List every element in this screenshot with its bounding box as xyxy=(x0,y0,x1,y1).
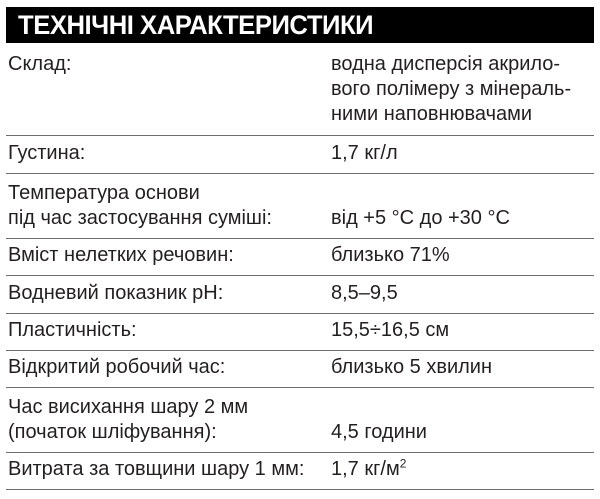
table-row: Час висихання шару 2 мм (початок шліфува… xyxy=(6,388,594,453)
row-label: Склад: xyxy=(8,53,72,75)
table-row: Пластичність: 15,5÷16,5 см xyxy=(6,314,594,351)
row-value: близько 5 хвилин xyxy=(331,356,493,378)
table-row: Температура основи під час застосування … xyxy=(6,174,594,239)
row-label: Час висихання шару 2 мм (початок шліфува… xyxy=(8,396,249,443)
row-value: від +5 °C до +30 °C xyxy=(331,207,510,229)
row-value: близько 71% xyxy=(331,244,450,266)
row-label: Температура основи під час застосування … xyxy=(8,182,272,229)
row-value: 1,7 кг/м2 xyxy=(331,457,406,482)
table-row: Вміст нелетких речовин: близько 71% xyxy=(6,239,594,276)
row-label: Пластичність: xyxy=(8,319,137,341)
row-value: 8,5–9,5 xyxy=(331,282,398,304)
table-row: Відкритий робочий час: близько 5 хвилин xyxy=(6,351,594,388)
row-label: Відкритий робочий час: xyxy=(8,356,226,378)
section-title: ТЕХНІЧНІ ХАРАКТЕРИСТИКИ xyxy=(18,10,374,40)
row-value: 1,7 кг/л xyxy=(331,142,398,164)
section-header: ТЕХНІЧНІ ХАРАКТЕРИСТИКИ xyxy=(6,7,594,43)
table-row: Витрата за товщини шару 1 мм: 1,7 кг/м2 xyxy=(6,453,594,490)
table-row: Склад: водна дисперсія акрило- вого полі… xyxy=(6,43,594,136)
row-label: Витрата за товщини шару 1 мм: xyxy=(8,458,305,480)
row-value: 15,5÷16,5 см xyxy=(331,319,450,341)
row-value: водна дисперсія акрило- вого полімеру з … xyxy=(331,53,572,125)
table-row: Водневий показник pH: 8,5–9,5 xyxy=(6,276,594,314)
table-row: Густина: 1,7 кг/л xyxy=(6,136,594,174)
row-label: Водневий показник pH: xyxy=(8,282,224,304)
value-superscript: 2 xyxy=(399,456,407,471)
row-value: 4,5 години xyxy=(331,421,427,443)
row-label: Густина: xyxy=(8,142,86,164)
value-text: 1,7 кг/м xyxy=(331,458,400,480)
row-label: Вміст нелетких речовин: xyxy=(8,244,234,266)
